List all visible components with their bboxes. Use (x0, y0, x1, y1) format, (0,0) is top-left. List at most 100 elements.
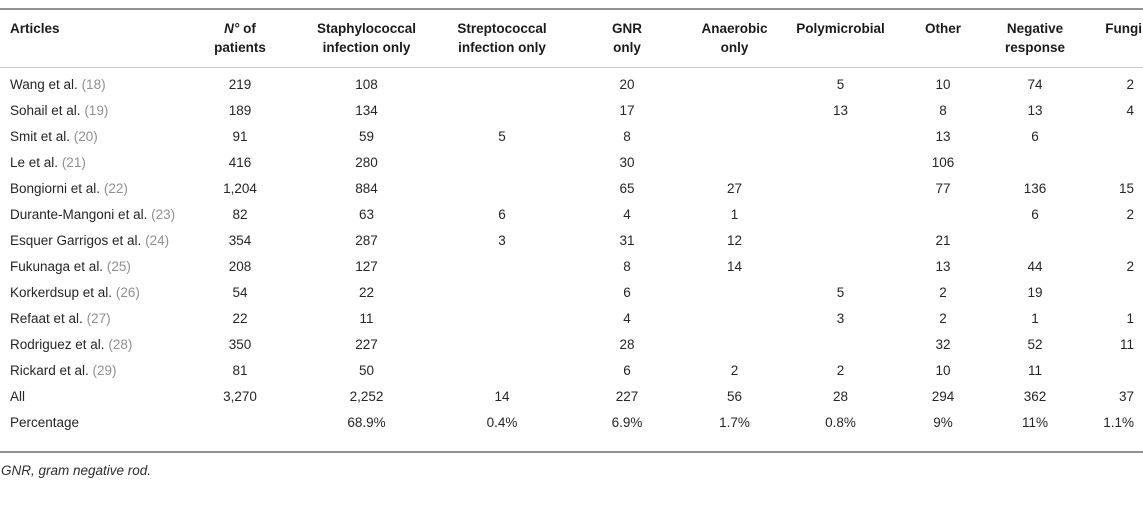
value-cell: 13 (935, 129, 951, 144)
value-cell (786, 202, 895, 228)
value-cell: 9% (933, 415, 953, 430)
value-cell: 50 (358, 363, 375, 378)
article-cell: All (0, 384, 180, 410)
value-cell: 1 (730, 207, 739, 222)
article-label: Rickard et al. (10, 363, 89, 378)
citation-link[interactable]: (21) (61, 155, 86, 170)
value-cell: 2 (836, 363, 845, 378)
header-n-patients: N° of patients (180, 10, 300, 68)
value-cell (1079, 358, 1143, 384)
header-anaerobic: Anaerobic only (683, 10, 786, 68)
article-label: Esquer Garrigos et al. (10, 233, 142, 248)
value-cell: 5 (836, 77, 845, 92)
value-cell: 1 (1126, 311, 1134, 326)
value-cell (433, 68, 571, 99)
value-cell: 0.8% (825, 415, 856, 430)
value-cell: 17 (619, 103, 635, 118)
value-cell: 4 (623, 311, 631, 326)
citation-link[interactable]: (18) (81, 77, 106, 92)
value-cell: 37 (1118, 389, 1134, 404)
citation-link[interactable]: (20) (73, 129, 98, 144)
value-cell: 3,270 (223, 389, 257, 404)
value-cell (1079, 280, 1143, 306)
header-row: Articles N° of patients Staphylococcal i… (0, 10, 1143, 68)
value-cell (786, 176, 895, 202)
value-cell (683, 68, 786, 99)
value-cell: 416 (228, 155, 252, 170)
value-cell: 91 (232, 129, 248, 144)
article-cell: Rickard et al. (29) (0, 358, 180, 384)
article-cell: Percentage (0, 410, 180, 436)
value-cell (433, 254, 571, 280)
value-cell: 6 (623, 285, 631, 300)
value-cell: 6.9% (611, 415, 643, 430)
table-row: All 3,270 2,252 14 227 56 28 294 362 37 (0, 384, 1143, 410)
value-cell: 32 (935, 337, 951, 352)
value-cell: 287 (355, 233, 378, 248)
article-cell: Wang et al. (18) (0, 68, 180, 99)
citation-link[interactable]: (29) (92, 363, 117, 378)
citation-link[interactable]: (25) (106, 259, 131, 274)
value-cell: 10 (935, 77, 951, 92)
value-cell: 31 (619, 233, 635, 248)
value-cell: 6 (498, 207, 506, 222)
article-cell: Refaat et al. (27) (0, 306, 180, 332)
value-cell: 219 (228, 77, 252, 92)
citation-link[interactable]: (27) (86, 311, 111, 326)
value-cell: 8 (623, 129, 631, 144)
value-cell: 68.9% (347, 415, 386, 430)
value-cell: 189 (228, 103, 252, 118)
citation-link[interactable]: (24) (145, 233, 170, 248)
value-cell: 10 (935, 363, 951, 378)
value-cell: 2 (939, 311, 947, 326)
table-row: Percentage 68.9% 0.4% 6.9% 1.7% 0.8% 9% … (0, 410, 1143, 436)
article-cell: Sohail et al. (19) (0, 98, 180, 124)
value-cell: 0.4% (486, 415, 518, 430)
value-cell: 44 (1027, 259, 1043, 274)
value-cell (433, 280, 571, 306)
article-label: Le et al. (10, 155, 59, 170)
value-cell: 2 (1126, 77, 1134, 92)
value-cell: 106 (931, 155, 955, 170)
article-cell: Durante-Mangoni et al. (23) (0, 202, 180, 228)
article-cell: Korkerdsup et al. (26) (0, 280, 180, 306)
value-cell: 2 (730, 363, 739, 378)
article-label: Wang et al. (10, 77, 78, 92)
value-cell: 1.1% (1103, 415, 1134, 430)
table-row: Sohail et al. (19) 189 134 17 13 8 13 4 (0, 98, 1143, 124)
article-label: Sohail et al. (10, 103, 81, 118)
article-cell: Smit et al. (20) (0, 124, 180, 150)
header-n-rest: of patients (214, 21, 266, 55)
value-cell: 56 (726, 389, 743, 404)
value-cell: 227 (615, 389, 639, 404)
header-gnr: GNR only (571, 10, 683, 68)
value-cell: 28 (619, 337, 635, 352)
citation-link[interactable]: (23) (151, 207, 176, 222)
citation-link[interactable]: (26) (115, 285, 140, 300)
value-cell (180, 410, 300, 436)
table-row: Smit et al. (20) 91 59 5 8 13 6 (0, 124, 1143, 150)
citation-link[interactable]: (19) (84, 103, 109, 118)
value-cell: 14 (726, 259, 743, 274)
table-body: Wang et al. (18) 219 108 20 5 10 74 2 So… (0, 68, 1143, 437)
value-cell: 27 (726, 181, 743, 196)
value-cell: 8 (623, 259, 631, 274)
value-cell (433, 332, 571, 358)
value-cell (433, 150, 571, 176)
article-cell: Bongiorni et al. (22) (0, 176, 180, 202)
article-cell: Fukunaga et al. (25) (0, 254, 180, 280)
value-cell: 82 (232, 207, 248, 222)
value-cell: 208 (228, 259, 252, 274)
table-row: Esquer Garrigos et al. (24) 354 287 3 31… (0, 228, 1143, 254)
value-cell: 20 (619, 77, 635, 92)
value-cell: 52 (1027, 337, 1043, 352)
citation-link[interactable]: (28) (108, 337, 133, 352)
table-header: Articles N° of patients Staphylococcal i… (0, 10, 1143, 68)
citation-link[interactable]: (22) (103, 181, 128, 196)
value-cell: 354 (228, 233, 252, 248)
value-cell (433, 176, 571, 202)
article-cell: Rodriguez et al. (28) (0, 332, 180, 358)
value-cell (991, 228, 1079, 254)
value-cell: 6 (1031, 129, 1039, 144)
value-cell: 6 (1031, 207, 1039, 222)
